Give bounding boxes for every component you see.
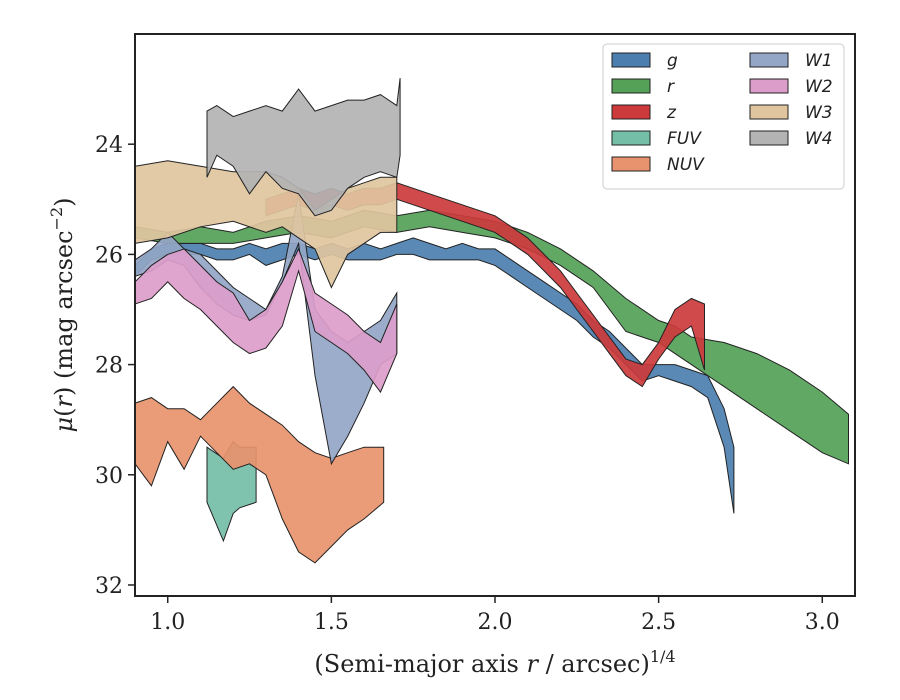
x-tick-label: 2.5 [641,610,676,635]
legend-label-g: g [667,51,678,71]
legend-label-NUV: NUV [667,155,705,175]
x-tick-label: 2.0 [478,610,513,635]
legend-label-FUV: FUV [667,129,702,149]
y-tick-label: 26 [95,243,123,268]
legend-label-W2: W2 [805,77,833,97]
y-tick-label: 28 [95,354,123,379]
legend-swatch-NUV [611,156,651,172]
y-tick-label: 24 [95,133,123,158]
legend-label-z: z [666,103,677,123]
y-tick-label: 32 [95,574,123,599]
band-W2 [135,247,398,394]
legend-swatch-z [611,104,651,120]
x-tick-label: 1.5 [314,610,349,635]
band-NUV [135,385,385,564]
legend-swatch-W4 [749,130,789,146]
legend-swatch-g [611,52,651,68]
y-axis-label: μ(r) (mag arcsec−2) [47,197,78,432]
legend-label-r: r [667,77,675,97]
legend-label-W3: W3 [805,103,833,123]
legend-swatch-W1 [749,52,789,68]
x-axis-label: (Semi-major axis r / arcsec)1/4 [314,647,675,678]
y-axis: 24 26 28 30 32 [95,133,135,599]
legend-swatch-W2 [749,78,789,94]
y-tick-label: 30 [95,464,123,489]
legend-swatch-W3 [749,104,789,120]
data-bands [135,78,849,564]
x-tick-label: 3.0 [805,610,840,635]
legend-label-W4: W4 [805,129,833,149]
x-tick-label: 1.0 [150,610,185,635]
legend-swatch-FUV [611,130,651,146]
legend: grz FUV NUV W1 W2 W3 W4 [602,43,845,190]
x-axis: 1.0 1.5 2.0 2.5 3.0 [150,596,840,635]
band-W4 [206,78,401,217]
legend-label-W1: W1 [805,51,833,71]
legend-swatch-r [611,78,651,94]
